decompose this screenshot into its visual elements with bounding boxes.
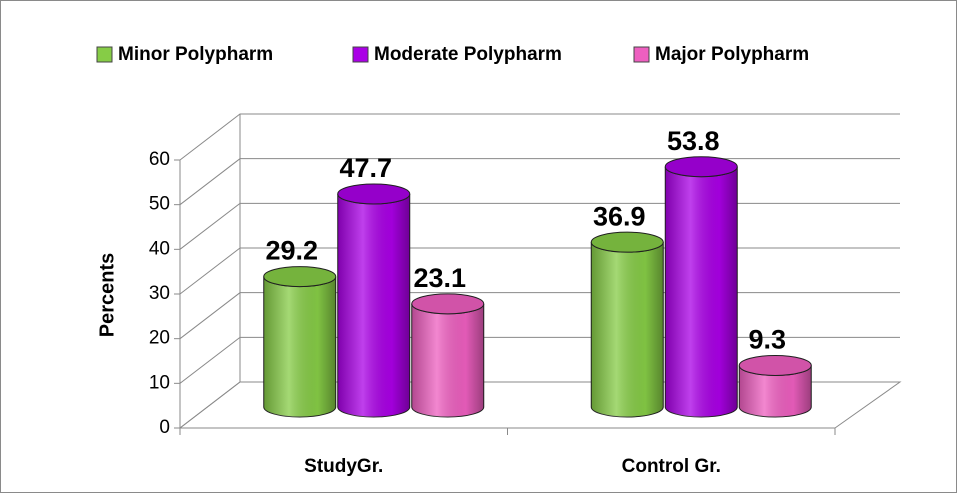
value-label: 9.3 [748,325,786,355]
y-tick-label: 50 [149,194,170,215]
grid-line [179,113,900,161]
bar-top [590,231,664,253]
bar-top-highlight [665,156,738,177]
bar-shading [591,242,664,417]
x-tick-label: Control Gr. [622,456,721,477]
bar-top [411,293,485,315]
value-label: 29.2 [265,236,318,266]
bar-shading [739,365,812,417]
bar-shading [411,303,484,417]
value-label: 23.1 [413,263,466,293]
bar-top-highlight [337,183,410,204]
y-tick-label: 10 [149,372,170,393]
bar-top-highlight [739,355,812,376]
bar-top [337,183,411,205]
y-tick-label: 30 [149,283,170,304]
legend-label: Minor Polypharm [118,44,273,65]
legend-label: Major Polypharm [655,44,809,65]
y-axis-label: Percents [96,253,118,338]
bar-top [664,156,738,178]
bar-shading [665,166,738,417]
y-tick-label: 60 [149,149,170,170]
legend-label: Moderate Polypharm [374,44,562,65]
value-label: 47.7 [339,153,392,183]
legend-swatch [633,46,650,63]
legend-swatch [96,46,113,63]
value-label: 53.8 [667,126,720,156]
bar-top-highlight [591,232,664,253]
y-tick-label: 40 [149,238,170,259]
legend-swatch [352,46,369,63]
bar-shading [263,276,336,417]
bar-top [738,354,812,376]
y-tick-label: 0 [159,417,170,438]
value-label: 36.9 [593,201,646,231]
bar-shading [337,193,410,417]
bar-top [263,266,337,288]
y-tick-label: 20 [149,328,170,349]
bar-top-highlight [263,266,336,287]
x-tick-label: StudyGr. [304,456,383,477]
bar-top-highlight [411,293,484,314]
